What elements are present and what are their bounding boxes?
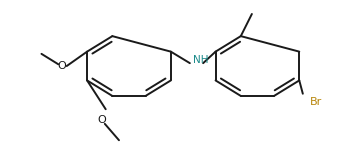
- Text: O: O: [57, 61, 66, 71]
- Text: Br: Br: [310, 97, 322, 107]
- Text: O: O: [97, 115, 106, 125]
- Text: NH: NH: [193, 55, 209, 66]
